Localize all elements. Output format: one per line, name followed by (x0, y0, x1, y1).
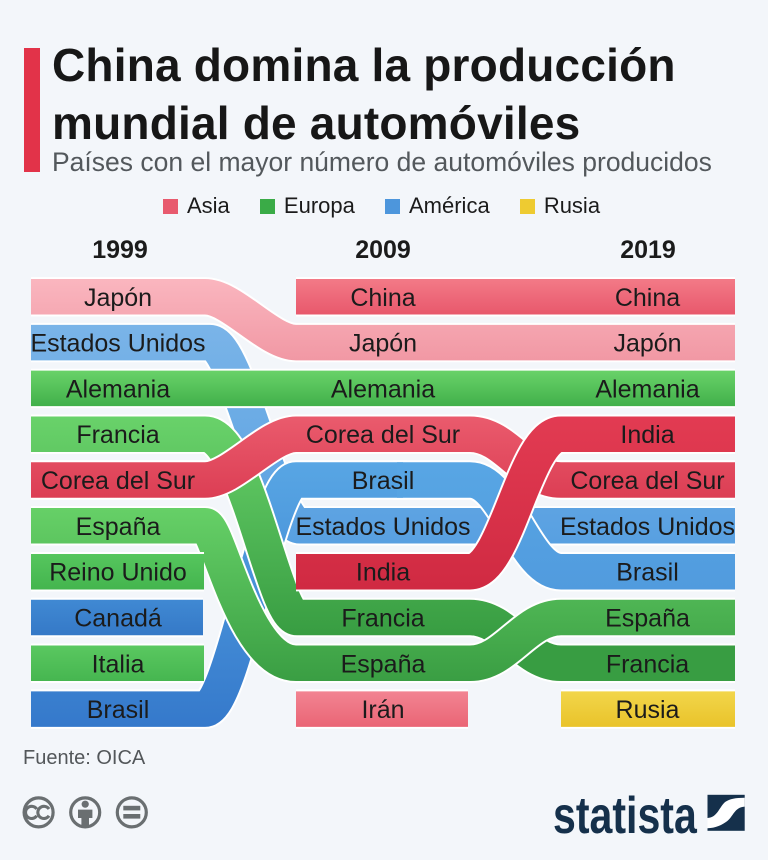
svg-text:Italia: Italia (92, 650, 145, 678)
svg-text:Corea del Sur: Corea del Sur (570, 467, 724, 495)
svg-text:Canadá: Canadá (74, 605, 162, 633)
svg-text:Corea del Sur: Corea del Sur (41, 467, 195, 495)
svg-text:Estados Unidos: Estados Unidos (30, 330, 205, 358)
svg-text:Francia: Francia (76, 421, 159, 449)
svg-text:China: China (350, 284, 415, 312)
svg-text:statista: statista (553, 790, 698, 844)
svg-text:India: India (356, 559, 410, 587)
svg-text:Irán: Irán (361, 696, 404, 724)
svg-text:Francia: Francia (341, 605, 424, 633)
svg-text:Estados Unidos: Estados Unidos (295, 513, 470, 541)
svg-text:China: China (615, 284, 680, 312)
svg-text:Francia: Francia (606, 650, 689, 678)
svg-text:España: España (341, 650, 426, 678)
svg-text:Alemania: Alemania (595, 375, 699, 403)
svg-text:Estados Unidos: Estados Unidos (560, 513, 735, 541)
svg-text:Japón: Japón (613, 330, 681, 358)
svg-text:Alemania: Alemania (331, 375, 435, 403)
svg-text:Brasil: Brasil (616, 559, 679, 587)
svg-text:Reino Unido: Reino Unido (49, 559, 187, 587)
svg-text:Brasil: Brasil (352, 467, 415, 495)
svg-text:Japón: Japón (349, 330, 417, 358)
svg-text:España: España (605, 605, 690, 633)
svg-text:Corea del Sur: Corea del Sur (306, 421, 460, 449)
svg-text:India: India (620, 421, 674, 449)
svg-text:Brasil: Brasil (87, 696, 150, 724)
svg-text:Japón: Japón (84, 284, 152, 312)
svg-text:Alemania: Alemania (66, 375, 170, 403)
svg-text:Rusia: Rusia (616, 696, 680, 724)
svg-text:España: España (76, 513, 161, 541)
